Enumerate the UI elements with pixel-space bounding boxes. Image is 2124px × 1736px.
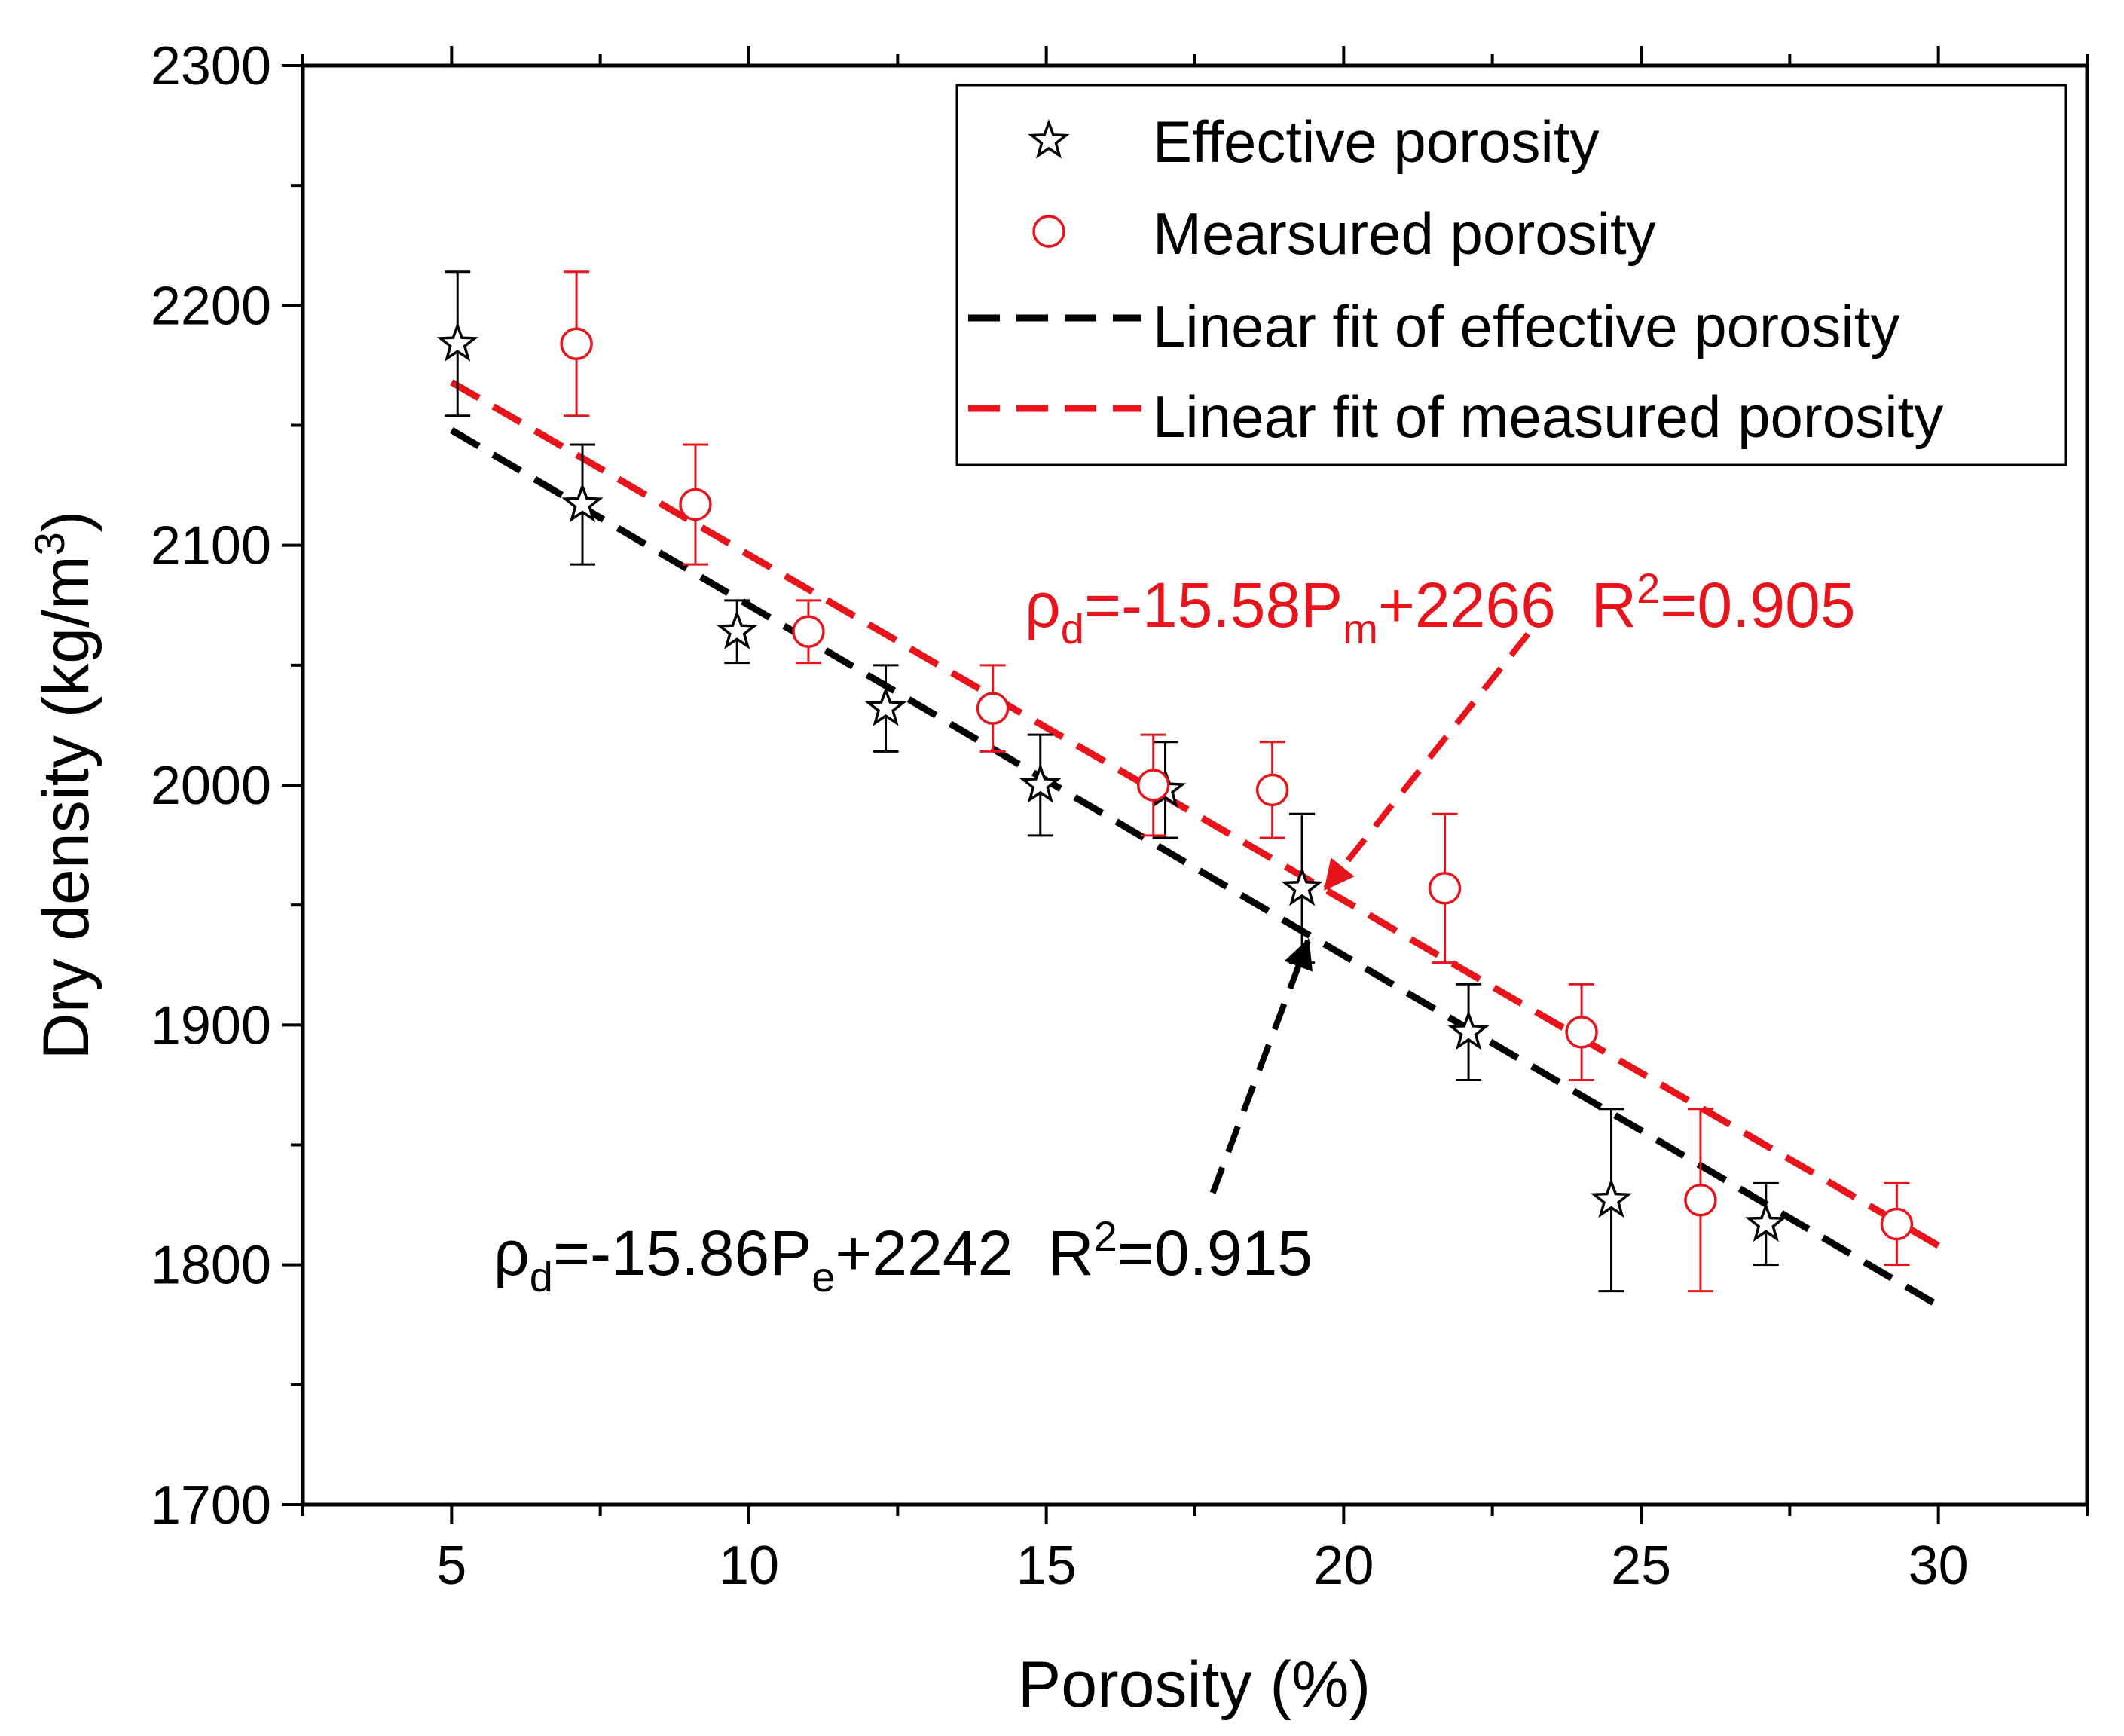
legend-circle-icon [1032, 215, 1065, 248]
effective-point [1447, 983, 1490, 1082]
measured-point [1255, 741, 1289, 839]
legend-symbols [968, 118, 1141, 412]
x-axis-label: Porosity (%) [1018, 1649, 1371, 1721]
y-axis-label: Dry density (kg/m3) [26, 511, 102, 1060]
measured-point [976, 664, 1010, 753]
effective-point [716, 599, 758, 665]
circle-marker [679, 487, 712, 521]
effective-point [436, 270, 478, 417]
effective-point [1019, 733, 1062, 837]
star-marker [716, 610, 758, 649]
circle-marker [1136, 769, 1170, 802]
y-tick-label: 2100 [151, 516, 271, 576]
circle-marker [976, 692, 1010, 725]
star-marker [1281, 866, 1323, 906]
y-axis-label-superscript: 3 [26, 532, 73, 555]
measured-point [1136, 733, 1170, 837]
measured-point [1880, 1181, 1914, 1267]
measured-point [1684, 1108, 1717, 1293]
measured-equation-arrow [1323, 631, 1531, 891]
legend-box [955, 84, 2067, 466]
measured-point [560, 270, 593, 417]
y-axis-label-main: Dry density (kg/m [30, 555, 102, 1059]
x-tick-label: 15 [1016, 1536, 1077, 1596]
effective-equation-label: ρd=-15.86Pe+2242 R2=0.915 [494, 1212, 1313, 1300]
y-tick-label: 1900 [151, 995, 271, 1056]
axes: 5 10 15 20 25 30 1700 1800 1900 2000 2100 2200 2300 [151, 36, 2089, 1596]
legend-label-measured-fit: Linear fit of measured porosity [1153, 384, 1943, 450]
circle-marker [1684, 1183, 1717, 1217]
y-tick-label: 1700 [151, 1475, 271, 1536]
legend-label-effective-porosity: Effective porosity [1153, 108, 1600, 175]
y-tick-label: 2300 [151, 36, 271, 96]
circle-marker [1565, 1016, 1598, 1049]
legend-label-effective-fit: Linear fit of effective porosity [1153, 293, 1899, 359]
star-marker [1590, 1178, 1633, 1218]
legend-star-icon [1028, 118, 1070, 159]
x-tick-label: 20 [1313, 1536, 1374, 1596]
measured-point [679, 443, 712, 566]
measured-point [1428, 812, 1462, 964]
star-marker [1019, 763, 1062, 803]
legend-label-measured-porosity: Mearsured porosity [1153, 200, 1656, 267]
measured-point [792, 599, 825, 665]
star-marker [1745, 1202, 1787, 1242]
effective-point [1745, 1181, 1787, 1267]
x-tick-label: 30 [1909, 1536, 1969, 1596]
measured-equation-label: ρd=-15.58Pm+2266 R2=0.905 [1025, 564, 1856, 653]
annotation-arrows [1209, 631, 1531, 1194]
effective-point [1281, 812, 1323, 964]
circle-marker [1880, 1207, 1914, 1241]
star-marker [436, 322, 478, 362]
x-tick-label: 25 [1611, 1536, 1671, 1596]
effective-point [561, 443, 604, 566]
effective-equation-arrow [1209, 938, 1313, 1194]
y-axis-label-close: ) [30, 511, 102, 533]
circle-marker [1428, 872, 1462, 905]
effective-point [1590, 1108, 1633, 1293]
legend: Effective porosity Mearsured porosity Li… [955, 84, 2067, 466]
y-tick-label: 2000 [151, 756, 271, 816]
data-points [436, 270, 1914, 1293]
y-tick-label: 1800 [151, 1236, 271, 1296]
y-tick-label: 2200 [151, 276, 271, 336]
star-marker [864, 686, 907, 726]
x-tick-label: 5 [436, 1536, 466, 1596]
star-marker [1447, 1010, 1490, 1050]
star-marker [561, 482, 604, 523]
measured-point [1565, 983, 1598, 1082]
circle-marker [792, 615, 825, 649]
circle-marker [1255, 773, 1289, 807]
circle-marker [560, 327, 593, 361]
x-tick-label: 10 [719, 1536, 779, 1596]
effective-point [864, 664, 907, 753]
